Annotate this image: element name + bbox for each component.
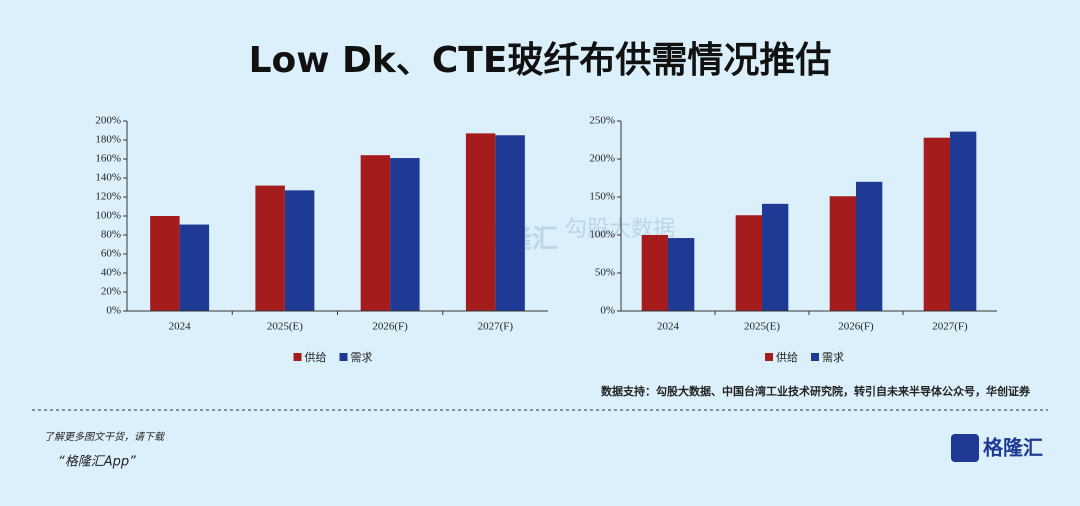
bar [641,235,668,311]
x-tick-label: 2025(E) [267,321,303,333]
y-tick-label: 0% [106,305,121,317]
bar [829,196,856,311]
bar [856,181,883,311]
logo-icon [951,434,979,462]
legend-swatch [765,353,773,361]
x-tick-label: 2024 [169,321,192,333]
footer-app: “格隆汇App” [58,455,136,470]
bar [950,131,977,311]
x-tick-label: 2026(F) [372,321,408,333]
x-tick-label: 2024 [657,321,680,333]
logo: 格隆汇 [983,436,1043,460]
y-tick-label: 0% [600,305,615,317]
bar [923,137,950,311]
legend-label: 供给 [305,350,327,364]
x-tick-label: 2027(F) [932,321,968,333]
y-tick-label: 160% [95,153,121,165]
bar [255,185,285,311]
title: Low Dk、CTE玻纤布供需情况推估 [249,40,832,81]
y-tick-label: 100% [95,210,121,222]
bar [284,190,315,311]
legend-label: 需求 [822,351,844,364]
bar [735,215,762,311]
legend-swatch [339,353,348,361]
y-tick-label: 20% [101,286,121,298]
x-tick-label: 2026(F) [838,321,874,333]
y-tick-label: 40% [101,267,121,279]
y-tick-label: 140% [95,172,121,184]
y-tick-label: 250% [589,115,615,127]
y-tick-label: 100% [589,229,615,241]
legend-label: 需求 [351,351,373,364]
legend-label: 供给 [776,350,798,364]
bar [390,158,420,311]
bar [150,216,180,311]
bar [465,133,496,311]
bar [360,155,391,311]
bar [179,224,210,311]
legend-swatch [293,353,302,361]
y-tick-label: 60% [101,248,121,260]
x-tick-label: 2025(E) [744,321,780,333]
footer-text: 了解更多图文干货，请下载 [44,431,166,443]
y-tick-label: 180% [95,134,121,146]
y-tick-label: 200% [95,115,121,127]
bar [495,135,525,311]
y-tick-label: 80% [101,229,121,241]
bar [762,203,789,311]
legend-swatch [811,353,819,361]
y-tick-label: 150% [589,191,615,203]
y-tick-label: 120% [95,191,121,203]
x-tick-label: 2027(F) [478,321,514,333]
source: 数据支持：勾股大数据、中国台湾工业技术研究院，转引自未来半导体公众号，华创证券 [601,384,1031,398]
y-tick-label: 50% [595,267,615,279]
bar [668,238,695,311]
y-tick-label: 200% [589,153,615,165]
